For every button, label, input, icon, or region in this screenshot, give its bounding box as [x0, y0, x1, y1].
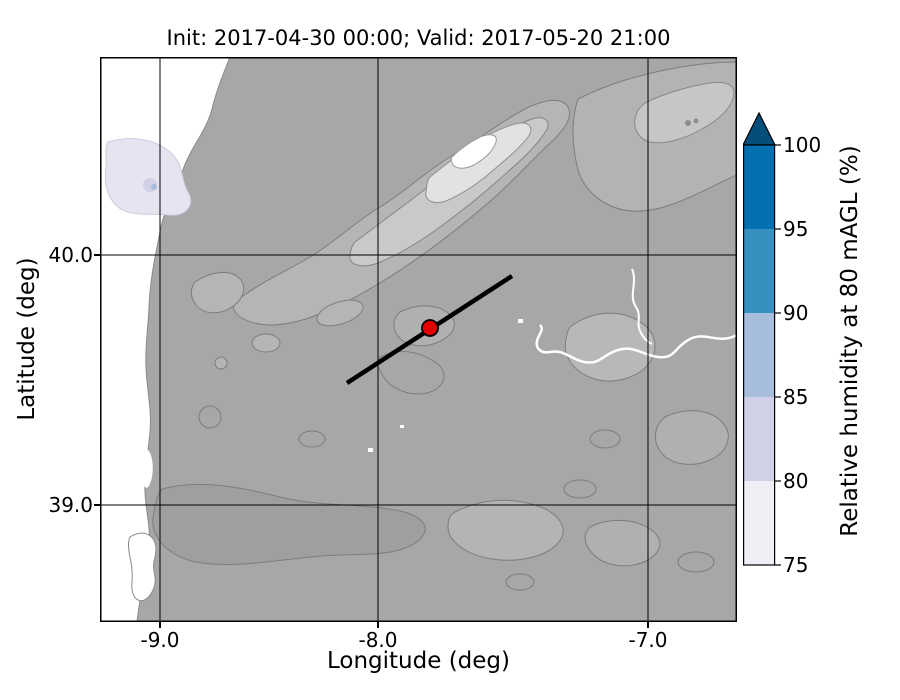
terrain-hill — [447, 499, 564, 561]
humidity-patch-core — [151, 184, 157, 190]
river — [535, 324, 738, 364]
y-tick-mark — [94, 254, 100, 256]
lake — [518, 319, 523, 323]
terrain-hill — [564, 312, 656, 382]
colorbar-segment — [743, 481, 775, 565]
terrain-hill — [654, 410, 729, 465]
terrain-hill — [214, 356, 228, 370]
colorbar — [742, 111, 785, 572]
plot-title: Init: 2017-04-30 00:00; Valid: 2017-05-2… — [166, 26, 671, 50]
terrain-contour — [152, 483, 426, 565]
lake — [400, 425, 404, 428]
x-tick-mark — [159, 622, 161, 628]
x-tick-mark — [647, 622, 649, 628]
terrain-spot — [693, 118, 699, 124]
map-canvas — [99, 56, 738, 623]
colorbar-tick-label: 90 — [783, 301, 809, 325]
estuary — [127, 532, 157, 602]
colorbar-tick-label: 75 — [783, 553, 809, 577]
colorbar-segment — [743, 145, 775, 229]
y-axis-label: Latitude (deg) — [14, 257, 40, 421]
station-marker — [421, 319, 439, 337]
x-tick-mark — [377, 622, 379, 628]
colorbar-frame — [743, 144, 776, 566]
y-tick-label: 39.0 — [48, 493, 93, 517]
colorbar-tick-label: 80 — [783, 469, 809, 493]
grid-lines — [100, 57, 737, 622]
colorbar-extend-triangle — [742, 111, 776, 146]
terrain-contour-lines — [198, 351, 715, 591]
colorbar-tick-label: 85 — [783, 385, 809, 409]
colorbar-label: Relative humidity at 80 mAGL (%) — [837, 145, 863, 537]
colorbar-segment — [743, 397, 775, 481]
terrain-spot — [685, 120, 691, 126]
terrain-highland-ne — [634, 81, 735, 144]
terrain-peak — [450, 134, 497, 169]
coast-inlet — [143, 449, 153, 488]
humidity-patch — [104, 138, 192, 216]
terrain-hill — [190, 271, 245, 314]
plot-frame — [100, 57, 737, 622]
colorbar-segment — [743, 313, 775, 397]
colorbar-canvas — [742, 111, 781, 566]
terrain-hill — [584, 519, 661, 567]
colorbar-tick-marks — [775, 144, 781, 566]
colorbar-segment — [743, 229, 775, 313]
terrain-hill — [251, 333, 281, 353]
colorbar-tick-label: 100 — [783, 133, 822, 157]
y-tick-mark — [94, 504, 100, 506]
lake — [368, 448, 373, 452]
x-tick-label: -9.0 — [140, 628, 180, 652]
terrain-hill — [316, 299, 364, 327]
x-tick-label: -8.0 — [358, 628, 398, 652]
colorbar-tick-label: 95 — [783, 217, 809, 241]
river — [631, 268, 653, 345]
x-axis-label: Longitude (deg) — [326, 648, 510, 674]
map-area — [99, 56, 738, 623]
x-tick-label: -7.0 — [628, 628, 668, 652]
y-tick-label: 40.0 — [48, 243, 93, 267]
